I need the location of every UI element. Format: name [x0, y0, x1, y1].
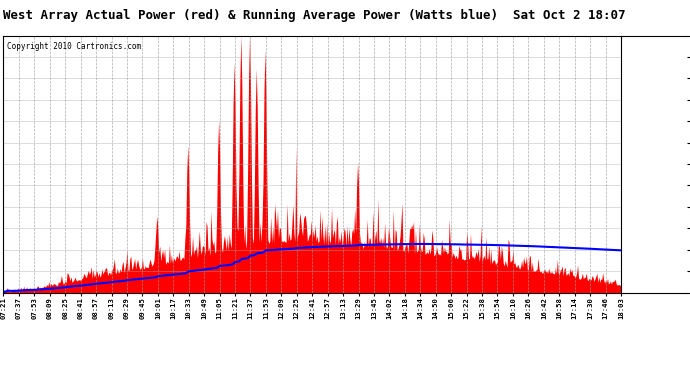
Text: Copyright 2010 Cartronics.com: Copyright 2010 Cartronics.com — [6, 42, 141, 51]
Text: West Array Actual Power (red) & Running Average Power (Watts blue)  Sat Oct 2 18: West Array Actual Power (red) & Running … — [3, 9, 626, 22]
